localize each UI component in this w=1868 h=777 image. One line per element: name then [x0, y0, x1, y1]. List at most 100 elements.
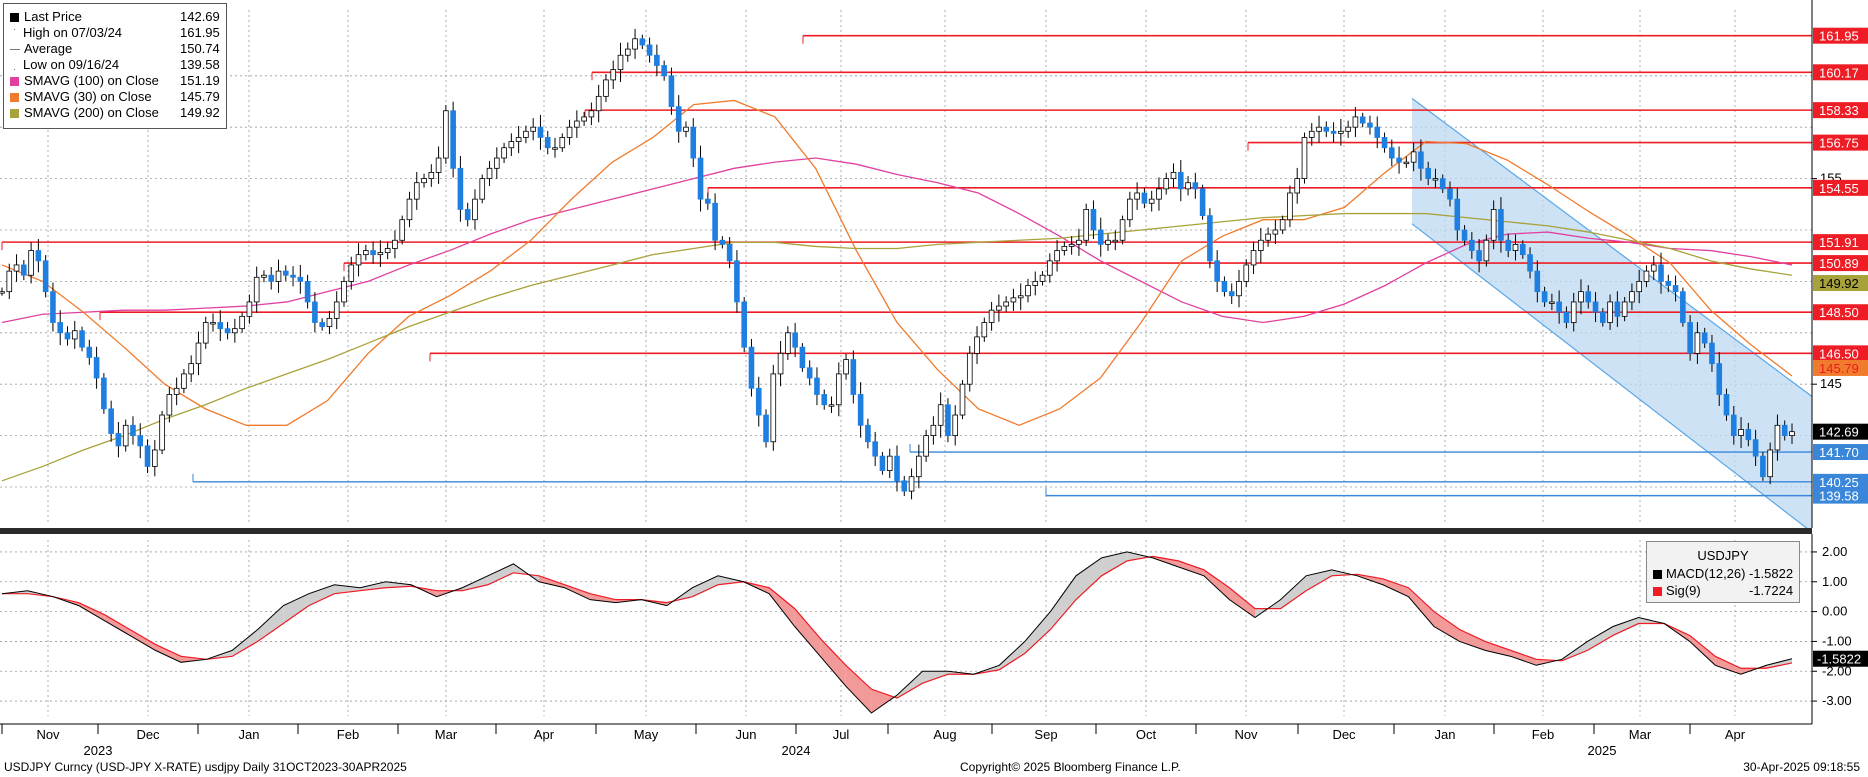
candle-up: [523, 130, 529, 138]
month-label: Nov: [1234, 727, 1258, 742]
candle-up: [552, 147, 558, 150]
candle-down: [1447, 188, 1453, 200]
candle-up: [239, 315, 245, 330]
candle-up: [159, 414, 165, 451]
macd-tick-label: 2.00: [1822, 544, 1847, 559]
candle-up: [1490, 209, 1497, 241]
macd-histogram-fill: [232, 629, 258, 657]
year-label: 2024: [782, 743, 811, 758]
month-label: Jun: [736, 727, 757, 742]
candle-up: [1185, 182, 1191, 190]
candle-up: [195, 342, 202, 365]
macd-histogram-fill: [155, 644, 181, 663]
candle-down: [224, 328, 231, 334]
candle-up: [1017, 295, 1024, 299]
candle-down: [1760, 455, 1766, 478]
month-label: Sep: [1034, 727, 1057, 742]
axis-tag-label: 160.17: [1819, 65, 1859, 80]
candle-up: [996, 305, 1002, 311]
candle-down: [1228, 291, 1235, 297]
candle-up: [1279, 219, 1286, 231]
macd-histogram-fill: [871, 689, 897, 714]
axis-tag-sma30: [1813, 359, 1868, 376]
panel-divider[interactable]: [0, 528, 1812, 534]
candle-up: [1032, 280, 1039, 286]
candle-down: [1454, 198, 1461, 231]
axis-tag-resistance: [1813, 27, 1868, 44]
candle-down: [282, 270, 289, 276]
candle-down: [64, 332, 71, 340]
candle-up: [71, 330, 78, 340]
macd-histogram-fill: [1101, 551, 1128, 576]
year-label: 2023: [84, 743, 113, 758]
candle-down: [1745, 429, 1752, 441]
macd-legend: USDJPY MACD(12,26) -1.5822 Sig(9) -1.722…: [1646, 541, 1800, 603]
candle-up: [588, 110, 595, 118]
candle-up: [1629, 291, 1635, 303]
candle-down: [1585, 291, 1592, 303]
candle-up: [1047, 260, 1053, 276]
candle-up: [348, 264, 355, 282]
candle-up: [152, 449, 158, 467]
candle-up: [916, 455, 922, 478]
orange-square-icon: [10, 93, 19, 103]
candle-up: [181, 373, 187, 389]
candle-up: [355, 254, 362, 266]
candle-up: [1250, 250, 1257, 266]
candle-up: [959, 383, 966, 416]
black-square-icon: [1653, 570, 1662, 580]
macd-histogram-fill: [1382, 578, 1409, 597]
candle-down: [894, 455, 900, 482]
axis-tag-label: 154.55: [1819, 181, 1859, 196]
high-marker-icon: [14, 29, 15, 38]
candle-down: [1701, 332, 1708, 344]
candle-up: [908, 476, 915, 492]
candle-down: [1469, 239, 1475, 251]
candle-down: [755, 387, 762, 416]
legend-row-high: High on 07/03/24 161.95: [10, 25, 220, 41]
candle-down: [297, 276, 304, 282]
candle-up: [384, 248, 391, 254]
candle-up: [559, 137, 566, 149]
candle-down: [1221, 280, 1228, 293]
axis-tag-label: 151.91: [1819, 235, 1859, 250]
macd-histogram-fill: [564, 584, 591, 600]
candle-up: [1243, 264, 1250, 282]
macd-tick-label: -1.00: [1822, 633, 1852, 648]
axis-tag-label: 142.69: [1819, 425, 1859, 440]
macd-tick-label: 1.00: [1822, 574, 1847, 589]
candle-up: [486, 167, 493, 179]
candle-up: [930, 424, 937, 436]
macd-tick-label: -3.00: [1822, 693, 1852, 708]
candle-up: [0, 291, 5, 294]
macd-histogram-fill: [820, 638, 846, 687]
candle-down: [304, 280, 311, 303]
macd-histogram-fill: [1050, 575, 1076, 630]
axis-tag-resistance: [1813, 255, 1868, 272]
candle-down: [1730, 414, 1737, 436]
macd-histogram-fill: [539, 575, 565, 588]
axis-tag-label: 148.50: [1819, 305, 1859, 320]
month-label: Dec: [1332, 727, 1356, 742]
candle-up: [421, 178, 427, 184]
macd-histogram-fill: [129, 629, 156, 651]
candle-up: [1272, 229, 1279, 235]
axis-tag-label: 146.50: [1819, 346, 1859, 361]
candle-up: [508, 141, 515, 149]
candle-up: [1061, 246, 1068, 251]
candle-down: [865, 424, 871, 443]
macd-histogram-fill: [922, 671, 949, 684]
candle-up: [988, 309, 995, 323]
candle-up: [1338, 130, 1344, 134]
macd-histogram-fill: [999, 641, 1025, 670]
candle-down: [1192, 182, 1199, 190]
candle-up: [785, 332, 791, 354]
macd-histogram-fill: [718, 575, 744, 585]
candle-up: [1512, 243, 1519, 251]
candle-down: [1752, 439, 1759, 457]
candle-up: [1694, 332, 1701, 354]
candle-up: [1287, 192, 1293, 221]
candle-down: [1090, 209, 1097, 231]
candle-down: [1396, 157, 1402, 163]
axis-tag-support: [1813, 487, 1868, 504]
